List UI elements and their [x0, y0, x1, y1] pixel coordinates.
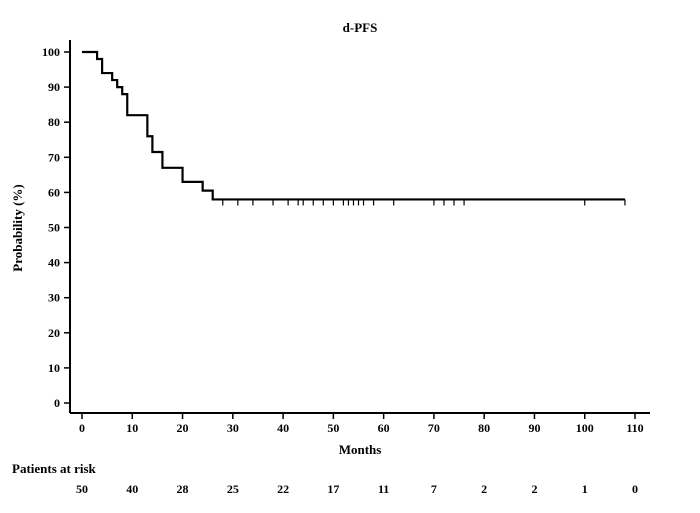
y-tick-label: 80 [48, 115, 60, 129]
risk-table-label: Patients at risk [12, 461, 97, 476]
y-tick-label: 10 [48, 361, 60, 375]
x-tick-label: 10 [126, 421, 138, 435]
risk-count: 2 [531, 482, 537, 496]
x-tick-label: 70 [428, 421, 440, 435]
x-tick-label: 80 [478, 421, 490, 435]
risk-count: 11 [378, 482, 389, 496]
y-tick-label: 90 [48, 80, 60, 94]
x-tick-label: 40 [277, 421, 289, 435]
risk-count: 0 [632, 482, 638, 496]
x-tick-label: 110 [626, 421, 643, 435]
y-tick-label: 70 [48, 150, 60, 164]
risk-count: 7 [431, 482, 437, 496]
censor-marks [222, 199, 626, 206]
risk-count: 40 [126, 482, 138, 496]
y-tick-label: 30 [48, 291, 60, 305]
chart-title: d-PFS [343, 20, 378, 35]
survival-curve [82, 50, 625, 201]
y-axis-label: Probability (%) [10, 184, 25, 272]
y-tick-label: 50 [48, 221, 60, 235]
risk-count: 25 [227, 482, 239, 496]
x-tick-label: 20 [177, 421, 189, 435]
x-ticks: 0 10 20 30 40 50 60 70 80 90 100 110 [79, 413, 644, 435]
risk-count: 50 [76, 482, 88, 496]
x-tick-label: 50 [327, 421, 339, 435]
x-tick-label: 30 [227, 421, 239, 435]
x-tick-label: 100 [576, 421, 594, 435]
y-tick-label: 0 [54, 396, 60, 410]
x-tick-label: 0 [79, 421, 85, 435]
y-tick-label: 100 [42, 45, 60, 59]
risk-count: 22 [277, 482, 289, 496]
risk-count: 28 [177, 482, 189, 496]
y-tick-label: 60 [48, 185, 60, 199]
risk-table-counts: 50 40 28 25 22 17 11 7 2 2 1 0 [76, 482, 638, 496]
x-tick-label: 60 [378, 421, 390, 435]
y-ticks: 0 10 20 30 40 50 60 70 80 90 100 [42, 45, 70, 410]
risk-count: 17 [327, 482, 339, 496]
x-axis-label: Months [339, 442, 382, 457]
y-tick-label: 20 [48, 326, 60, 340]
x-tick-label: 90 [528, 421, 540, 435]
risk-count: 1 [582, 482, 588, 496]
risk-count: 2 [481, 482, 487, 496]
y-tick-label: 40 [48, 256, 60, 270]
